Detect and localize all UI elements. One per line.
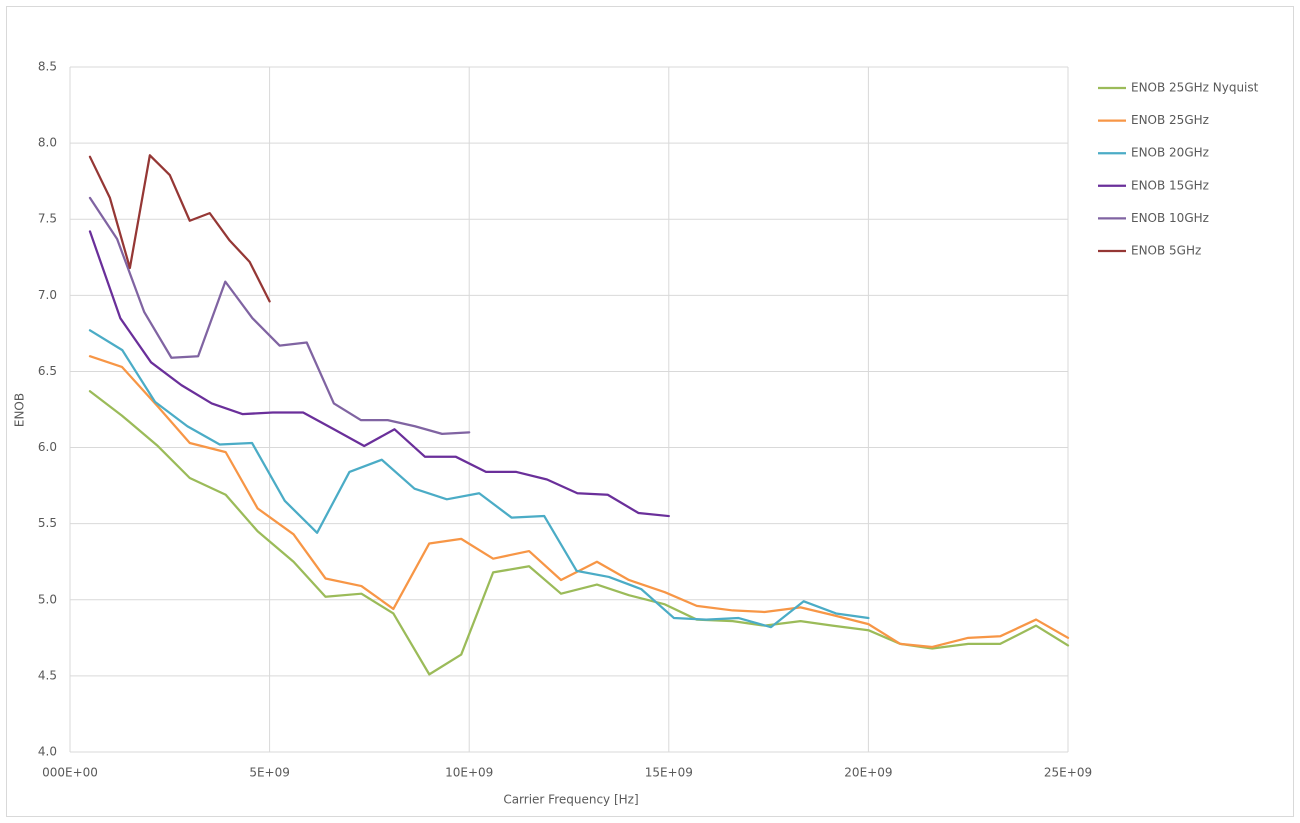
chart-frame xyxy=(6,6,1294,817)
legend-label: ENOB 25GHz xyxy=(1131,113,1209,127)
y-tick-label: 8.0 xyxy=(38,136,57,150)
legend-label: ENOB 5GHz xyxy=(1131,244,1201,258)
y-axis-label: ENOB xyxy=(13,393,27,427)
y-tick-label: 6.5 xyxy=(38,364,57,378)
x-axis-label: Carrier Frequency [Hz] xyxy=(503,793,638,807)
x-tick-label: 000E+00 xyxy=(42,766,98,780)
x-tick-label: 15E+09 xyxy=(645,766,693,780)
y-tick-label: 6.0 xyxy=(38,440,57,454)
legend-label: ENOB 15GHz xyxy=(1131,178,1209,192)
y-tick-label: 5.5 xyxy=(38,516,57,530)
y-tick-label: 4.0 xyxy=(38,745,57,759)
legend-label: ENOB 25GHz Nyquist xyxy=(1131,81,1259,95)
y-tick-label: 7.0 xyxy=(38,288,57,302)
series-line xyxy=(88,329,870,629)
series-line xyxy=(88,230,670,518)
series-line xyxy=(88,196,471,435)
y-tick-label: 5.0 xyxy=(38,592,57,606)
legend-label: ENOB 10GHz xyxy=(1131,211,1209,225)
y-tick-label: 8.5 xyxy=(38,60,57,74)
y-tick-label: 4.5 xyxy=(38,668,57,682)
legend-label: ENOB 20GHz xyxy=(1131,146,1209,160)
x-tick-label: 5E+09 xyxy=(249,766,290,780)
y-tick-label: 7.5 xyxy=(38,212,57,226)
x-tick-label: 25E+09 xyxy=(1044,766,1092,780)
x-tick-label: 10E+09 xyxy=(445,766,493,780)
x-tick-label: 20E+09 xyxy=(844,766,892,780)
series-line xyxy=(88,154,271,303)
